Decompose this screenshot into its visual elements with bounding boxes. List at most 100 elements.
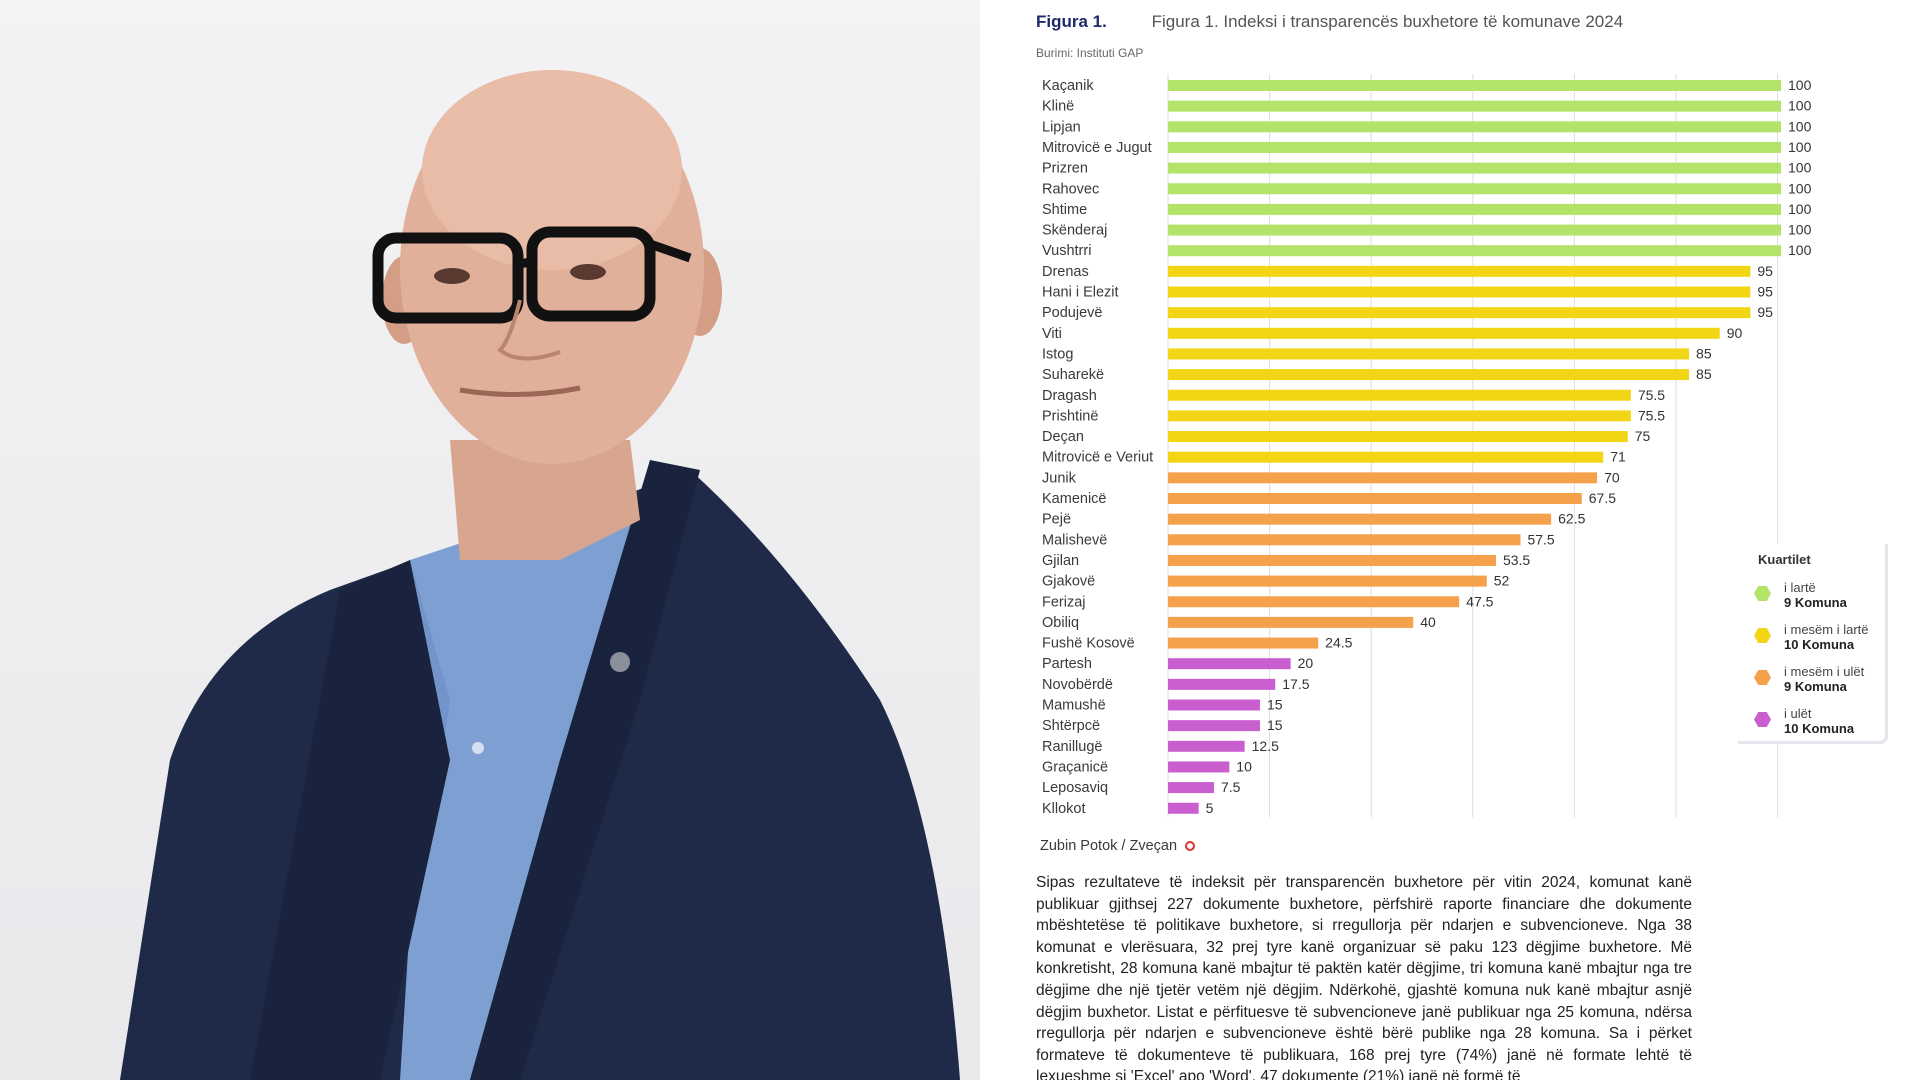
- value-label: 40: [1420, 614, 1436, 630]
- bar: [1168, 637, 1319, 649]
- category-label: Prizren: [1042, 161, 1088, 177]
- value-label: 62.5: [1558, 511, 1585, 527]
- category-label: Pejë: [1042, 512, 1071, 528]
- portrait-photo: [0, 0, 980, 1080]
- category-label: Lipjan: [1042, 119, 1081, 135]
- bar-chart: Kaçanik 100 Klinë 100 Lipjan 100 Mitrovicë e J…: [1042, 74, 1812, 818]
- value-label: 53.5: [1503, 552, 1530, 568]
- bar: [1168, 265, 1751, 277]
- value-label: 52: [1494, 573, 1510, 589]
- category-label: Kllokot: [1042, 801, 1086, 817]
- bar: [1168, 307, 1751, 319]
- bar: [1168, 720, 1260, 732]
- category-label: Novobërdë: [1042, 677, 1113, 693]
- legend-count-upper-middle: 10 Komuna: [1784, 637, 1855, 652]
- category-label: Ranillugë: [1042, 739, 1102, 755]
- bar: [1168, 203, 1781, 215]
- value-label: 47.5: [1466, 593, 1493, 609]
- bar: [1168, 162, 1781, 174]
- body-paragraph: Sipas rezultateve të indeksit për transp…: [1036, 874, 1692, 1080]
- value-label: 7.5: [1221, 779, 1241, 795]
- value-label: 57.5: [1527, 531, 1554, 547]
- bar: [1168, 534, 1521, 546]
- category-label: Gjakovë: [1042, 574, 1095, 590]
- bar: [1168, 431, 1628, 443]
- category-label: Viti: [1042, 326, 1062, 342]
- value-label: 15: [1267, 697, 1283, 713]
- bar: [1168, 575, 1487, 587]
- bar: [1168, 596, 1460, 608]
- value-label: 20: [1298, 655, 1314, 671]
- bar: [1168, 616, 1414, 628]
- category-label: Ferizaj: [1042, 594, 1086, 610]
- bar: [1168, 658, 1291, 670]
- value-label: 71: [1610, 449, 1626, 465]
- bar: [1168, 245, 1781, 257]
- legend-title: Kuartilet: [1758, 552, 1811, 567]
- value-label: 85: [1696, 345, 1712, 361]
- category-label: Junik: [1042, 470, 1077, 486]
- value-label: 10: [1236, 758, 1252, 774]
- bar: [1168, 410, 1631, 422]
- category-label: Leposaviq: [1042, 780, 1108, 796]
- category-label: Graçanicë: [1042, 759, 1108, 775]
- footnote-text: Zubin Potok / Zveçan: [1040, 838, 1178, 854]
- legend-label-high: i lartë: [1784, 580, 1816, 595]
- value-label: 15: [1267, 717, 1283, 733]
- category-label: Mitrovicë e Jugut: [1042, 140, 1152, 156]
- category-label: Podujevë: [1042, 305, 1102, 321]
- legend-label-lower-middle: i mesëm i ulët: [1784, 664, 1865, 679]
- category-label: Drenas: [1042, 264, 1089, 280]
- value-label: 100: [1788, 77, 1812, 93]
- bar: [1168, 183, 1781, 195]
- value-label: 95: [1757, 304, 1773, 320]
- category-label: Kaçanik: [1042, 78, 1094, 94]
- category-label: Deçan: [1042, 429, 1084, 445]
- legend-item-lower-middle: i mesëm i ulët 9 Komuna: [1754, 664, 1889, 700]
- category-label: Dragash: [1042, 388, 1097, 404]
- legend-count-low: 10 Komuna: [1784, 721, 1855, 736]
- bar: [1168, 141, 1781, 153]
- value-label: 100: [1788, 160, 1812, 176]
- category-label: Shtërpcë: [1042, 718, 1100, 734]
- figure-source: Burimi: Instituti GAP: [1036, 46, 1144, 60]
- legend-swatch-upper-middle: [1754, 628, 1771, 643]
- value-label: 100: [1788, 242, 1812, 258]
- category-label: Shtime: [1042, 202, 1087, 218]
- bar: [1168, 802, 1199, 814]
- bar: [1168, 472, 1598, 484]
- category-label: Vushtrri: [1042, 243, 1091, 259]
- category-label: Klinë: [1042, 99, 1074, 115]
- category-label: Skënderaj: [1042, 223, 1107, 239]
- category-label: Fushë Kosovë: [1042, 636, 1135, 652]
- value-label: 17.5: [1282, 676, 1309, 692]
- legend-count-high: 9 Komuna: [1784, 595, 1847, 610]
- value-label: 12.5: [1252, 738, 1279, 754]
- value-label: 95: [1757, 263, 1773, 279]
- bar: [1168, 100, 1781, 112]
- value-label: 100: [1788, 222, 1812, 238]
- value-label: 75: [1635, 428, 1651, 444]
- legend-item-upper-middle: i mesëm i lartë 10 Komuna: [1754, 622, 1889, 658]
- bar: [1168, 327, 1720, 339]
- value-label: 67.5: [1589, 490, 1616, 506]
- value-label: 75.5: [1638, 407, 1665, 423]
- value-label: 100: [1788, 201, 1812, 217]
- figure-panel: Figura 1. Figura 1. Indeksi i transparen…: [980, 0, 1920, 1080]
- legend-label-upper-middle: i mesëm i lartë: [1784, 622, 1869, 637]
- category-label: Mamushë: [1042, 698, 1106, 714]
- bar: [1168, 121, 1781, 133]
- legend: Kuartilet i lartë 9 Komuna i mesëm i lart…: [1738, 544, 1888, 744]
- category-label: Gjilan: [1042, 553, 1079, 569]
- category-label: Partesh: [1042, 656, 1092, 672]
- legend-swatch-high: [1754, 586, 1771, 601]
- value-label: 70: [1604, 469, 1620, 485]
- footnote-marker-icon: [1185, 841, 1196, 852]
- value-label: 5: [1206, 800, 1214, 816]
- bar: [1168, 493, 1582, 504]
- bar: [1168, 761, 1230, 773]
- value-label: 95: [1757, 284, 1773, 300]
- figure-header: Figura 1. Figura 1. Indeksi i transparen…: [1036, 12, 1623, 32]
- legend-label-low: i ulët: [1784, 706, 1812, 721]
- bar: [1168, 286, 1751, 298]
